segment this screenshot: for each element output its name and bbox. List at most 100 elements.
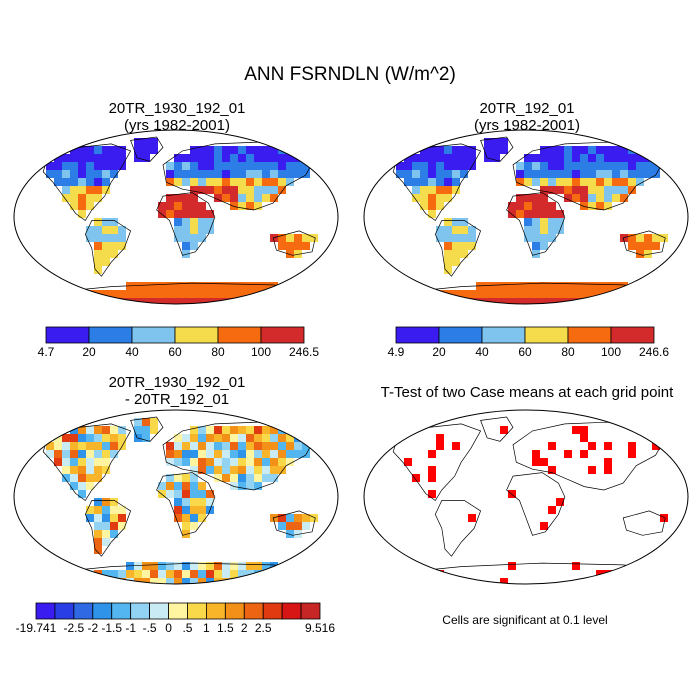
map-cell bbox=[166, 170, 174, 178]
map-cell bbox=[412, 186, 420, 194]
map-cell bbox=[262, 146, 270, 154]
map-cell bbox=[254, 466, 262, 474]
map-cell bbox=[556, 282, 564, 290]
coastline-south-america bbox=[434, 500, 482, 557]
map-cell bbox=[70, 466, 78, 474]
map-cell bbox=[190, 178, 198, 186]
map-cell bbox=[134, 282, 142, 290]
map-cell bbox=[78, 162, 86, 170]
map-cell bbox=[428, 474, 436, 482]
map-cell bbox=[420, 290, 428, 298]
map-cell bbox=[214, 562, 222, 570]
map-cell bbox=[286, 290, 294, 298]
map-cell bbox=[142, 570, 150, 578]
map-cell bbox=[620, 162, 628, 170]
map-cell bbox=[294, 442, 302, 450]
map-cell bbox=[452, 218, 460, 226]
map-cell bbox=[190, 218, 198, 226]
map-cell bbox=[246, 186, 254, 194]
map-cell bbox=[580, 186, 588, 194]
map-cell bbox=[548, 210, 556, 218]
map-cell bbox=[468, 514, 476, 522]
map-cell bbox=[198, 450, 206, 458]
map-cell bbox=[94, 186, 102, 194]
map-cell bbox=[644, 298, 652, 304]
map-cell bbox=[428, 146, 436, 154]
map-cell bbox=[94, 218, 102, 226]
map-cell bbox=[110, 226, 118, 234]
map-cell bbox=[222, 290, 230, 298]
map-cell bbox=[572, 290, 580, 298]
map-cell bbox=[110, 578, 118, 584]
map-cell bbox=[524, 218, 532, 226]
map-cell bbox=[70, 570, 78, 578]
map-cell bbox=[420, 202, 428, 210]
map-cell bbox=[556, 154, 564, 162]
map-cell bbox=[580, 450, 588, 458]
map-cell bbox=[532, 194, 540, 202]
map-cell bbox=[412, 290, 420, 298]
map-cell bbox=[564, 154, 572, 162]
map-cell bbox=[190, 170, 198, 178]
colorbar-diff-swatch bbox=[300, 602, 321, 620]
map-cell bbox=[110, 298, 118, 304]
map-cell bbox=[262, 298, 270, 304]
coastline-eurasia bbox=[512, 141, 666, 211]
map-cell bbox=[182, 458, 190, 466]
map-cell bbox=[206, 466, 214, 474]
map-cell bbox=[524, 178, 532, 186]
colorbar-diff-swatch bbox=[168, 602, 188, 620]
map-cell bbox=[246, 146, 254, 154]
map-cell bbox=[564, 178, 572, 186]
map-cell bbox=[198, 482, 206, 490]
map-cell bbox=[222, 282, 230, 290]
map-cell bbox=[94, 170, 102, 178]
map-cell bbox=[404, 154, 412, 162]
map-cell bbox=[404, 458, 412, 466]
map-cell bbox=[604, 170, 612, 178]
map-cell bbox=[158, 290, 166, 298]
map-cell bbox=[70, 170, 78, 178]
map-cell bbox=[190, 442, 198, 450]
colorbar-case1-swatch bbox=[260, 326, 305, 344]
map-cell bbox=[540, 522, 548, 530]
map-cell bbox=[254, 482, 262, 490]
map-cell bbox=[238, 442, 246, 450]
map-cell bbox=[460, 250, 468, 258]
map-cell bbox=[492, 290, 500, 298]
map-cell bbox=[230, 186, 238, 194]
map-cell bbox=[182, 282, 190, 290]
map-cell bbox=[420, 146, 428, 154]
map-cell bbox=[540, 162, 548, 170]
map-cell bbox=[270, 290, 278, 298]
map-cell bbox=[102, 514, 110, 522]
map-cell bbox=[222, 162, 230, 170]
map-cell bbox=[572, 178, 580, 186]
map-cell bbox=[564, 186, 572, 194]
map-cell bbox=[636, 154, 644, 162]
map-cell bbox=[452, 258, 460, 266]
map-ttest bbox=[363, 409, 689, 585]
map-cell bbox=[500, 578, 508, 584]
map-cell bbox=[564, 146, 572, 154]
colorbar-case1-label: 60 bbox=[168, 345, 182, 359]
map-cell bbox=[254, 186, 262, 194]
map-cell bbox=[628, 442, 636, 450]
colorbar-diff-label: 9.516 bbox=[304, 621, 336, 635]
map-cell bbox=[556, 146, 564, 154]
colorbar-diff-label: -.5 bbox=[142, 621, 157, 635]
map-cell bbox=[134, 570, 142, 578]
map-cell bbox=[214, 450, 222, 458]
map-cell bbox=[70, 474, 78, 482]
map-cell bbox=[436, 298, 444, 304]
map-cell bbox=[420, 178, 428, 186]
map-cell bbox=[70, 426, 78, 434]
map-cell bbox=[246, 154, 254, 162]
map-cell bbox=[158, 482, 166, 490]
map-cell bbox=[270, 450, 278, 458]
map-cell bbox=[102, 522, 110, 530]
map-cell bbox=[54, 458, 62, 466]
map-cell bbox=[238, 474, 246, 482]
map-cell bbox=[174, 298, 182, 304]
map-cell bbox=[62, 578, 70, 584]
